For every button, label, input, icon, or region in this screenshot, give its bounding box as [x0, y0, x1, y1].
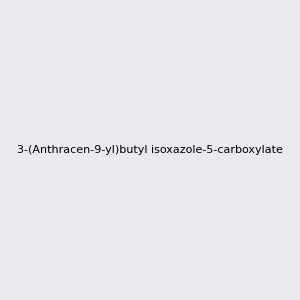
Text: 3-(Anthracen-9-yl)butyl isoxazole-5-carboxylate: 3-(Anthracen-9-yl)butyl isoxazole-5-carb… [17, 145, 283, 155]
